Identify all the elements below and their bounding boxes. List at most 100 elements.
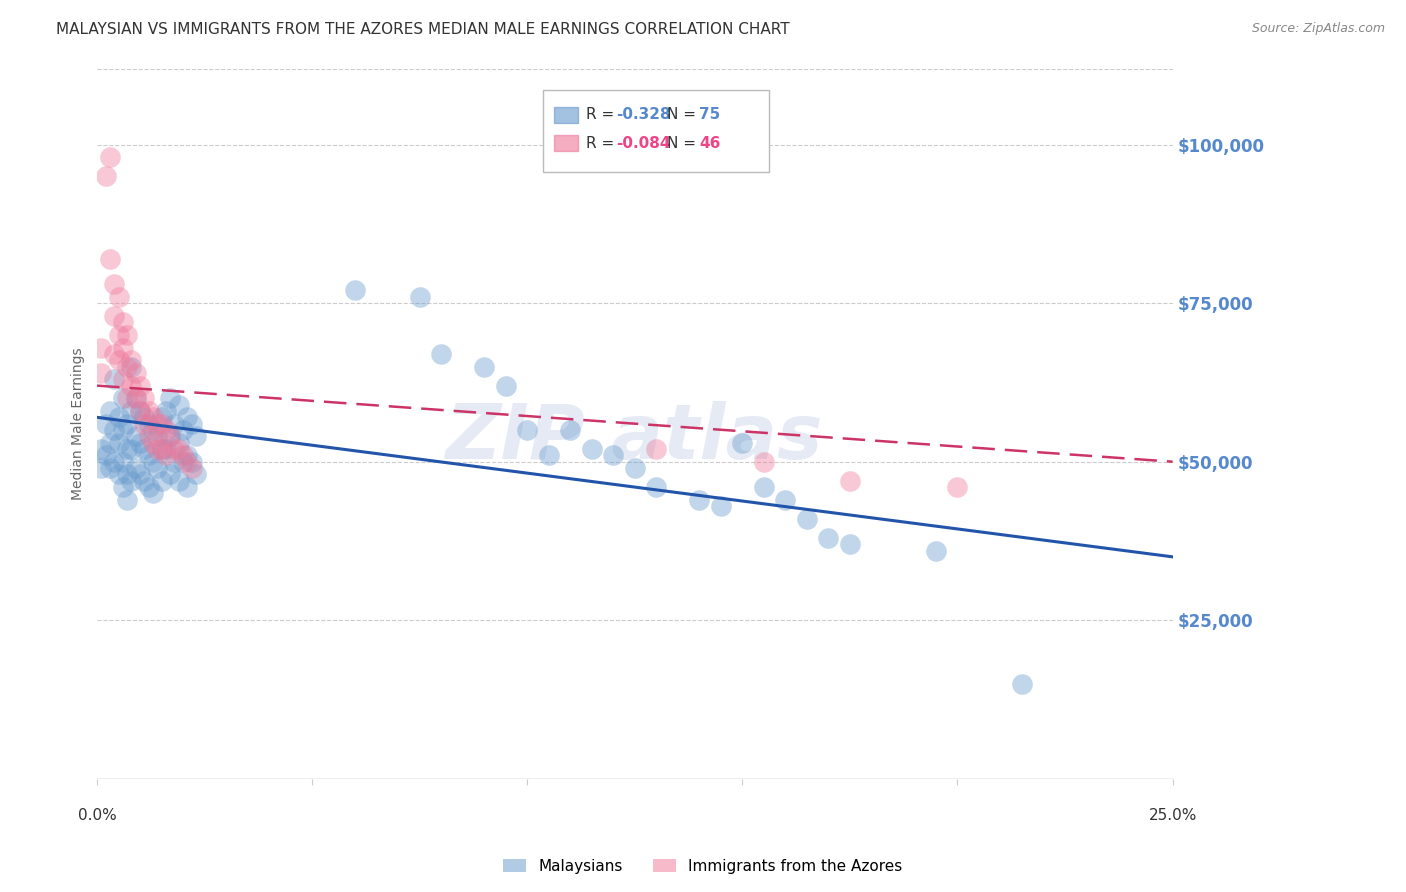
Point xyxy=(129,467,152,482)
Text: 0.0%: 0.0% xyxy=(77,808,117,823)
Y-axis label: Median Male Earnings: Median Male Earnings xyxy=(72,347,86,500)
Text: R =: R = xyxy=(586,107,620,122)
Text: Source: ZipAtlas.com: Source: ZipAtlas.com xyxy=(1251,22,1385,36)
Point xyxy=(103,277,125,292)
Point xyxy=(142,435,165,450)
Point xyxy=(129,378,152,392)
Point xyxy=(121,442,143,456)
Point xyxy=(409,290,432,304)
Point xyxy=(115,442,138,456)
Point xyxy=(98,150,121,164)
Point xyxy=(138,480,160,494)
Point xyxy=(134,417,156,431)
Point xyxy=(111,341,134,355)
Point xyxy=(172,455,194,469)
Point xyxy=(121,404,143,418)
Point xyxy=(602,449,624,463)
Point xyxy=(129,435,152,450)
Point xyxy=(103,455,125,469)
Point xyxy=(645,442,668,456)
Point xyxy=(146,417,169,431)
Point xyxy=(344,284,367,298)
Point xyxy=(115,392,138,406)
Point xyxy=(103,423,125,437)
Point xyxy=(107,353,129,368)
Point xyxy=(430,347,453,361)
Point xyxy=(94,417,117,431)
Point xyxy=(138,449,160,463)
Point xyxy=(775,492,797,507)
Point xyxy=(180,417,202,431)
Point xyxy=(107,435,129,450)
Point xyxy=(129,404,152,418)
Point xyxy=(163,442,186,456)
Point xyxy=(115,467,138,482)
Point xyxy=(155,404,177,418)
Point xyxy=(159,429,181,443)
Point xyxy=(111,480,134,494)
Point xyxy=(150,410,173,425)
Point xyxy=(115,327,138,342)
Point xyxy=(94,169,117,184)
Point xyxy=(134,474,156,488)
Text: 75: 75 xyxy=(699,107,721,122)
Point xyxy=(121,359,143,374)
Point xyxy=(142,486,165,500)
Point xyxy=(150,442,173,456)
Point xyxy=(150,442,173,456)
Point xyxy=(134,392,156,406)
Point xyxy=(688,492,710,507)
Point xyxy=(624,461,647,475)
Point xyxy=(90,442,112,456)
Point xyxy=(176,449,198,463)
Point xyxy=(163,417,186,431)
Point xyxy=(121,353,143,368)
Point xyxy=(180,455,202,469)
Point xyxy=(111,423,134,437)
Point xyxy=(176,480,198,494)
Point xyxy=(581,442,603,456)
Point xyxy=(155,442,177,456)
Point xyxy=(134,442,156,456)
Point xyxy=(142,423,165,437)
Point xyxy=(115,492,138,507)
Point xyxy=(752,480,775,494)
Point xyxy=(150,417,173,431)
Point xyxy=(111,372,134,386)
Point xyxy=(155,423,177,437)
FancyBboxPatch shape xyxy=(554,136,578,151)
Point xyxy=(817,531,839,545)
Point xyxy=(925,543,948,558)
Point xyxy=(167,398,190,412)
Point xyxy=(146,442,169,456)
Point xyxy=(1011,676,1033,690)
Point xyxy=(121,474,143,488)
Text: 46: 46 xyxy=(699,136,721,151)
Legend: Malaysians, Immigrants from the Azores: Malaysians, Immigrants from the Azores xyxy=(498,853,908,880)
Point xyxy=(167,435,190,450)
Text: 25.0%: 25.0% xyxy=(1149,808,1197,823)
Point xyxy=(111,392,134,406)
Point xyxy=(180,461,202,475)
Point xyxy=(176,410,198,425)
Point xyxy=(98,435,121,450)
Point xyxy=(125,366,148,380)
Point xyxy=(107,327,129,342)
Point xyxy=(125,461,148,475)
Point xyxy=(163,455,186,469)
Point xyxy=(167,474,190,488)
Point xyxy=(142,455,165,469)
Point xyxy=(537,449,560,463)
Point xyxy=(94,449,117,463)
Point xyxy=(159,467,181,482)
Point xyxy=(103,309,125,323)
Point xyxy=(560,423,582,437)
Point xyxy=(90,461,112,475)
Text: R =: R = xyxy=(586,136,620,151)
Text: -0.084: -0.084 xyxy=(617,136,671,151)
Point xyxy=(125,429,148,443)
Point xyxy=(103,372,125,386)
Point xyxy=(176,455,198,469)
Point xyxy=(796,512,818,526)
Point xyxy=(516,423,538,437)
